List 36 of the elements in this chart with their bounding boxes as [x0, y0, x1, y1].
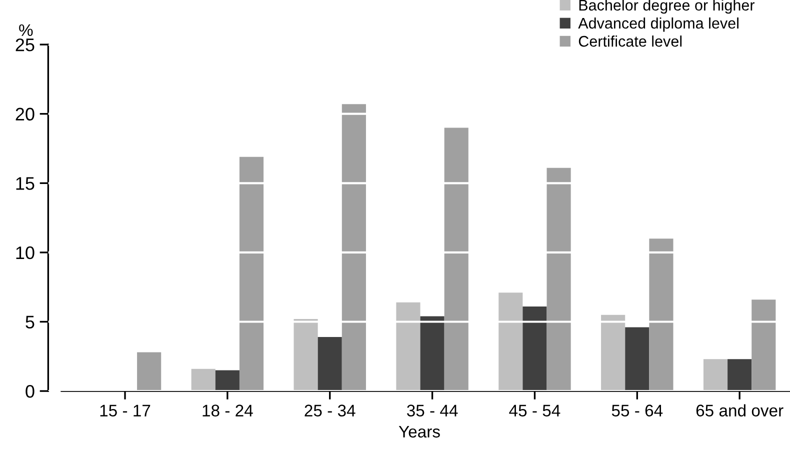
bar — [215, 370, 240, 392]
x-tick-label: 18 - 24 — [202, 404, 253, 416]
bar — [625, 327, 650, 392]
y-tick-label: 15 — [16, 177, 34, 190]
bar — [318, 336, 342, 392]
y-tick-label: 25 — [16, 38, 34, 52]
x-tick-label: 25 - 34 — [304, 404, 356, 416]
bar — [294, 318, 318, 392]
x-tick-label: 35 - 44 — [406, 404, 458, 416]
bar — [728, 359, 752, 392]
legend-label: Certificate level — [578, 36, 682, 47]
legend-label: Advanced diploma level — [578, 17, 738, 32]
x-tick-label: 15 - 17 — [100, 404, 150, 416]
bar — [703, 359, 728, 392]
y-tick-label: 0 — [26, 384, 34, 398]
x-axis-title: Years — [398, 426, 440, 438]
y-tick-label: 5 — [26, 316, 34, 328]
bar — [752, 300, 776, 392]
bar — [522, 306, 547, 392]
x-tick-label: 65 and over — [696, 404, 784, 416]
bar — [420, 316, 444, 392]
bar — [498, 292, 523, 392]
bar — [546, 168, 571, 392]
x-tick-label: 45 - 54 — [509, 404, 560, 416]
y-tick-label: 20 — [16, 108, 34, 121]
bar — [601, 314, 626, 392]
bar — [444, 128, 468, 392]
bar — [191, 368, 216, 392]
x-tick-label: 55 - 64 — [612, 404, 663, 416]
y-axis-title: % — [19, 24, 33, 36]
y-tick-label: 10 — [16, 246, 34, 260]
bar — [649, 238, 674, 392]
bar — [137, 352, 162, 392]
bar — [342, 104, 366, 392]
bar — [239, 156, 264, 392]
bar — [396, 302, 420, 392]
